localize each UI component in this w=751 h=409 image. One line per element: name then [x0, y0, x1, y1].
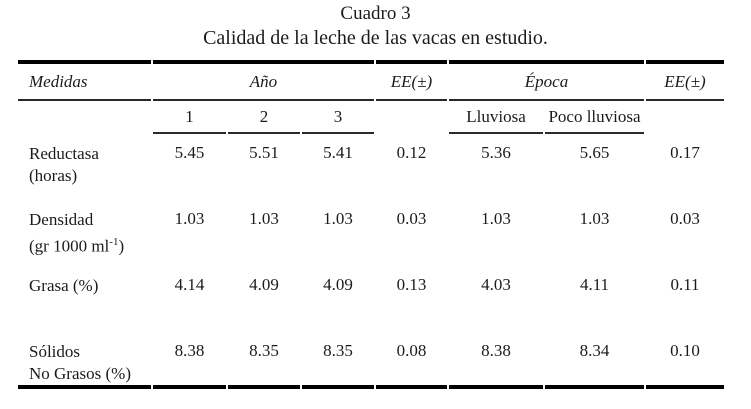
- subheader-ano-1: 1: [153, 101, 226, 134]
- value-cell: 4.03: [481, 275, 511, 294]
- header-row-levels: 1 2 3 Lluviosa Poco lluviosa: [18, 101, 724, 134]
- value-cell: 0.03: [396, 209, 427, 228]
- value-cell: 8.38: [449, 332, 543, 389]
- milk-quality-table: Medidas Año EE(±) Época EE(±) 1 2 3 Lluv…: [16, 60, 726, 389]
- row-label: Sólidos No Grasos (%): [18, 332, 151, 389]
- value-cell: 1.03: [174, 209, 205, 228]
- value-cell: 8.34: [545, 332, 644, 389]
- value-cell: 5.45: [174, 143, 205, 162]
- header-row-groups: Medidas Año EE(±) Época EE(±): [18, 60, 724, 101]
- value-cell: 8.38: [153, 332, 226, 389]
- value-cell: 5.36: [481, 143, 511, 162]
- subheader-empty: [18, 101, 151, 134]
- value-cell: 4.09: [323, 275, 353, 294]
- value-cell: 1.03: [481, 209, 511, 228]
- table-row-grasa: Grasa (%) 4.14 4.09 4.09 0.13 4.03 4.11 …: [18, 266, 724, 332]
- value-cell: 0.03: [670, 209, 700, 228]
- value-cell: 4.09: [249, 275, 279, 294]
- unit-superscript: -1: [109, 236, 119, 248]
- subheader-lluviosa: Lluviosa: [449, 101, 543, 134]
- table-row-densidad: Densidad (gr 1000 ml-1) 1.03 1.03 1.03 0…: [18, 200, 724, 266]
- value-cell: 1.03: [323, 209, 353, 228]
- value-cell: 4.14: [174, 275, 205, 294]
- value-cell: 0.10: [646, 332, 724, 389]
- value-cell: 5.65: [579, 143, 610, 162]
- value-cell: 0.13: [396, 275, 427, 294]
- column-header-ano: Año: [153, 60, 374, 101]
- value-cell: 5.51: [249, 143, 279, 162]
- row-label: Densidad (gr 1000 ml-1): [29, 210, 125, 256]
- value-cell: 4.11: [579, 275, 610, 294]
- value-cell: 1.03: [249, 209, 279, 228]
- value-cell: 0.17: [670, 143, 700, 162]
- value-cell: 0.11: [670, 275, 700, 294]
- value-cell: 0.08: [376, 332, 447, 389]
- column-header-epoca: Época: [449, 60, 644, 101]
- value-cell: 5.41: [323, 143, 353, 162]
- value-cell: 8.35: [228, 332, 300, 389]
- value-cell: 1.03: [579, 209, 610, 228]
- column-header-medidas: Medidas: [18, 60, 151, 101]
- value-cell: 8.35: [302, 332, 374, 389]
- column-header-ee-ano: EE(±): [376, 60, 447, 101]
- table-caption: Cuadro 3 Calidad de la leche de las vaca…: [0, 0, 751, 52]
- subheader-ano-3: 3: [302, 101, 374, 134]
- table-title: Calidad de la leche de las vacas en estu…: [203, 27, 548, 49]
- table-row-reductasa: Reductasa (horas) 5.45 5.51 5.41 0.12 5.…: [18, 134, 724, 200]
- subheader-empty: [376, 101, 447, 134]
- value-cell: 0.12: [396, 143, 427, 162]
- table-number: Cuadro 3: [340, 3, 411, 24]
- table-row-solidos: Sólidos No Grasos (%) 8.38 8.35 8.35 0.0…: [18, 332, 724, 389]
- column-header-ee-epoca: EE(±): [646, 60, 724, 101]
- row-label: Reductasa (horas): [29, 144, 99, 185]
- row-label: Grasa (%): [29, 276, 99, 295]
- subheader-ano-2: 2: [228, 101, 300, 134]
- subheader-poco-lluviosa: Poco lluviosa: [545, 101, 644, 134]
- subheader-empty: [646, 101, 724, 134]
